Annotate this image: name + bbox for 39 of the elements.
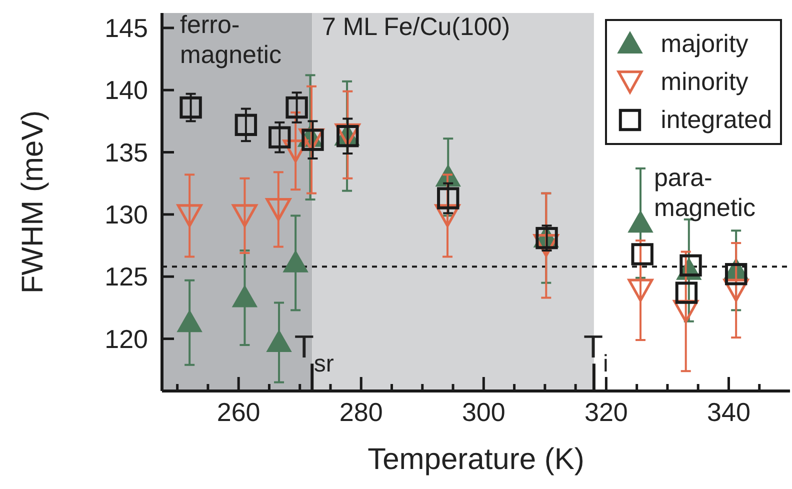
point xyxy=(724,263,748,286)
x-tick-label: 280 xyxy=(339,397,383,427)
ref-line-label: T$_{i}$ xyxy=(583,328,608,378)
point xyxy=(283,250,308,272)
point xyxy=(232,285,258,308)
annotation: para- magnetic xyxy=(654,163,756,223)
y-tick-label: 145 xyxy=(104,12,148,43)
ref-line-label: T$_{sr}$ xyxy=(294,328,334,378)
y-tick-label: 135 xyxy=(104,137,148,168)
annotation: ferro- magnetic xyxy=(180,10,282,70)
annotation: 7 ML Fe/Cu(100) xyxy=(322,12,510,42)
point xyxy=(180,96,202,119)
x-tick-label: 260 xyxy=(216,397,260,427)
y-tick-label: 120 xyxy=(104,324,148,354)
legend-label: integrated xyxy=(660,106,772,134)
x-tick-label: 340 xyxy=(707,397,750,427)
point xyxy=(176,204,202,228)
x-tick-label: 320 xyxy=(584,397,628,427)
x-axis-title: Temperature (K) xyxy=(368,443,584,476)
point xyxy=(680,254,702,277)
point xyxy=(266,330,292,352)
point xyxy=(437,187,460,210)
y-tick-label: 125 xyxy=(104,262,148,292)
point xyxy=(177,310,202,332)
point xyxy=(232,204,258,228)
x-tick-label: 300 xyxy=(462,397,506,427)
y-tick-label: 130 xyxy=(104,199,148,230)
point xyxy=(628,278,654,302)
point xyxy=(266,198,292,221)
point xyxy=(631,243,654,266)
point xyxy=(234,114,258,136)
legend-label: majority xyxy=(660,30,748,58)
y-axis-title: FWHM (meV) xyxy=(16,110,50,294)
point xyxy=(286,96,308,119)
point xyxy=(268,126,291,148)
y-tick-label: 140 xyxy=(104,75,148,106)
point xyxy=(675,282,698,304)
point xyxy=(628,210,654,233)
legend-label: minority xyxy=(660,68,748,96)
